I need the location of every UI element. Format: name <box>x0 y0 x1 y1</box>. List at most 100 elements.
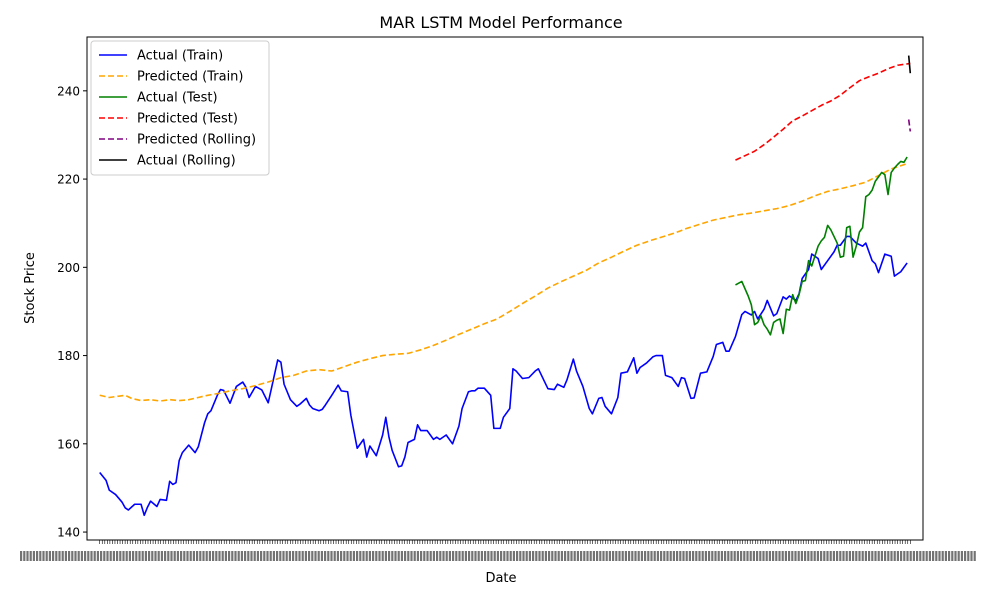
x-tick-label-glyph <box>112 551 115 561</box>
x-tick-label-glyph <box>525 551 528 561</box>
x-tick-label-glyph <box>496 551 499 561</box>
x-tick-label-glyph <box>84 551 87 561</box>
x-tick-label-glyph <box>772 551 775 561</box>
x-tick-label-glyph <box>932 551 935 561</box>
x-tick-label-glyph <box>925 551 928 561</box>
x-tick-label-glyph <box>442 551 445 561</box>
x-tick-label-glyph <box>455 551 458 561</box>
x-tick-label-glyph <box>698 551 701 561</box>
x-tick-label-glyph <box>205 551 208 561</box>
x-tick-label-glyph <box>509 551 512 561</box>
x-tick-label-glyph <box>512 551 515 561</box>
x-tick-label-glyph <box>144 551 147 561</box>
x-tick-label-glyph <box>266 551 269 561</box>
x-tick-label-glyph <box>919 551 922 561</box>
x-tick-label-glyph <box>48 551 51 561</box>
x-tick-label-glyph <box>154 551 157 561</box>
x-tick-label-glyph <box>749 551 752 561</box>
x-tick-label-glyph <box>708 551 711 561</box>
x-tick-label-glyph <box>829 551 832 561</box>
x-tick-label-glyph <box>103 551 106 561</box>
x-tick-label-glyph <box>256 551 259 561</box>
x-tick-label-glyph <box>560 551 563 561</box>
x-tick-label-glyph <box>311 551 314 561</box>
x-tick-label-glyph <box>567 551 570 561</box>
x-tick-label-glyph <box>861 551 864 561</box>
x-tick-label-glyph <box>356 551 359 561</box>
x-tick-label-glyph <box>503 551 506 561</box>
x-tick-label-glyph <box>368 551 371 561</box>
x-tick-label-glyph <box>692 551 695 561</box>
x-tick-label-glyph <box>253 551 256 561</box>
series-line-5 <box>907 55 912 74</box>
x-tick-label-glyph <box>676 551 679 561</box>
x-tick-label-glyph <box>116 551 119 561</box>
x-tick-label-glyph <box>487 551 490 561</box>
x-tick-label-glyph <box>666 551 669 561</box>
x-tick-label-glyph <box>240 551 243 561</box>
x-tick-label-glyph <box>791 551 794 561</box>
x-tick-label-glyph <box>589 551 592 561</box>
x-tick-label-glyph <box>317 551 320 561</box>
x-tick-label-glyph <box>400 551 403 561</box>
x-tick-label-glyph <box>359 551 362 561</box>
x-tick-label-glyph <box>484 551 487 561</box>
x-tick-label-glyph <box>423 551 426 561</box>
x-tick-label-glyph <box>183 551 186 561</box>
x-tick-label-glyph <box>743 551 746 561</box>
x-tick-label-glyph <box>935 551 938 561</box>
x-tick-label-glyph <box>426 551 429 561</box>
x-tick-label-glyph <box>39 551 42 561</box>
x-tick-label-glyph <box>573 551 576 561</box>
x-tick-label-glyph <box>909 551 912 561</box>
x-tick-label-glyph <box>938 551 941 561</box>
legend-entry-label: Actual (Test) <box>137 91 218 106</box>
x-tick-label-glyph <box>506 551 509 561</box>
x-tick-label-glyph <box>580 551 583 561</box>
x-tick-label-glyph <box>221 551 224 561</box>
x-tick-label-glyph <box>362 551 365 561</box>
x-tick-label-glyph <box>605 551 608 561</box>
x-tick-label-glyph <box>340 551 343 561</box>
x-tick-label-glyph <box>519 551 522 561</box>
x-tick-label-glyph <box>608 551 611 561</box>
x-tick-label-glyph <box>397 551 400 561</box>
x-tick-label-glyph <box>55 551 58 561</box>
y-tick-label: 220 <box>57 173 80 187</box>
x-tick-label-glyph <box>445 551 448 561</box>
x-tick-label-glyph <box>797 551 800 561</box>
x-tick-label-glyph <box>877 551 880 561</box>
x-tick-label-glyph <box>916 551 919 561</box>
x-tick-label-glyph <box>951 551 954 561</box>
x-tick-label-glyph <box>394 551 397 561</box>
x-tick-label-glyph <box>61 551 64 561</box>
x-tick-label-glyph <box>522 551 525 561</box>
x-tick-label-glyph <box>352 551 355 561</box>
x-tick-label-glyph <box>80 551 83 561</box>
x-tick-label-glyph <box>68 551 71 561</box>
x-tick-label-glyph <box>586 551 589 561</box>
x-tick-label-glyph <box>90 551 93 561</box>
x-tick-label-glyph <box>23 551 26 561</box>
x-tick-label-glyph <box>410 551 413 561</box>
x-tick-label-glyph <box>964 551 967 561</box>
x-tick-label-glyph <box>20 551 23 561</box>
x-tick-label-glyph <box>711 551 714 561</box>
x-tick-label-glyph <box>250 551 253 561</box>
x-tick-label-glyph <box>109 551 112 561</box>
x-tick-label-glyph <box>730 551 733 561</box>
x-tick-label-glyph <box>119 551 122 561</box>
x-tick-label-glyph <box>100 551 103 561</box>
x-tick-label-glyph <box>391 551 394 561</box>
x-tick-label-glyph <box>314 551 317 561</box>
x-tick-label-glyph <box>644 551 647 561</box>
x-tick-label-glyph <box>816 551 819 561</box>
y-axis-label: Stock Price <box>23 252 38 324</box>
x-tick-label-glyph <box>132 551 135 561</box>
x-tick-label-glyph <box>231 551 234 561</box>
x-tick-label-glyph <box>922 551 925 561</box>
x-tick-label-glyph <box>724 551 727 561</box>
x-tick-label-glyph <box>404 551 407 561</box>
x-tick-label-glyph <box>528 551 531 561</box>
x-tick-label-glyph <box>695 551 698 561</box>
